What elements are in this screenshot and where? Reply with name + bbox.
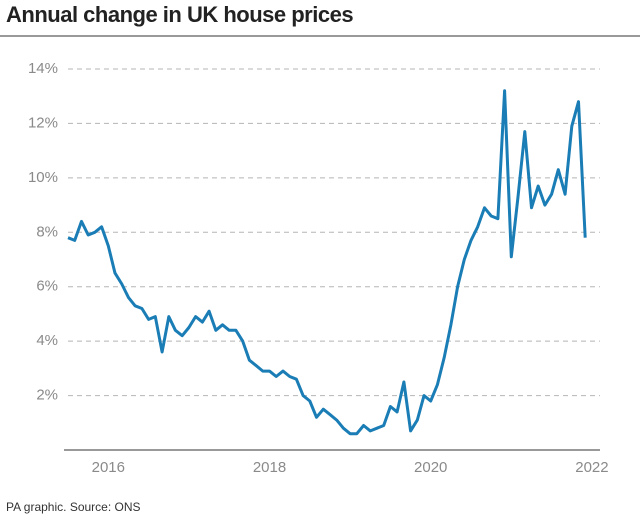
y-tick-label: 6% [36, 278, 58, 295]
x-tick-label: 2022 [575, 459, 608, 476]
chart-title: Annual change in UK house prices [6, 2, 353, 27]
y-tick-label: 14% [28, 60, 58, 77]
y-tick-label: 10% [28, 169, 58, 186]
x-tick-label: 2018 [253, 459, 286, 476]
source-note: PA graphic. Source: ONS [6, 500, 141, 514]
y-tick-label: 2% [36, 387, 58, 404]
x-tick-label: 2016 [92, 459, 125, 476]
y-tick-label: 8% [36, 223, 58, 240]
x-tick-label: 2020 [414, 459, 447, 476]
data-line [67, 89, 587, 436]
y-tick-label: 4% [36, 332, 58, 349]
y-tick-label: 12% [28, 114, 58, 131]
